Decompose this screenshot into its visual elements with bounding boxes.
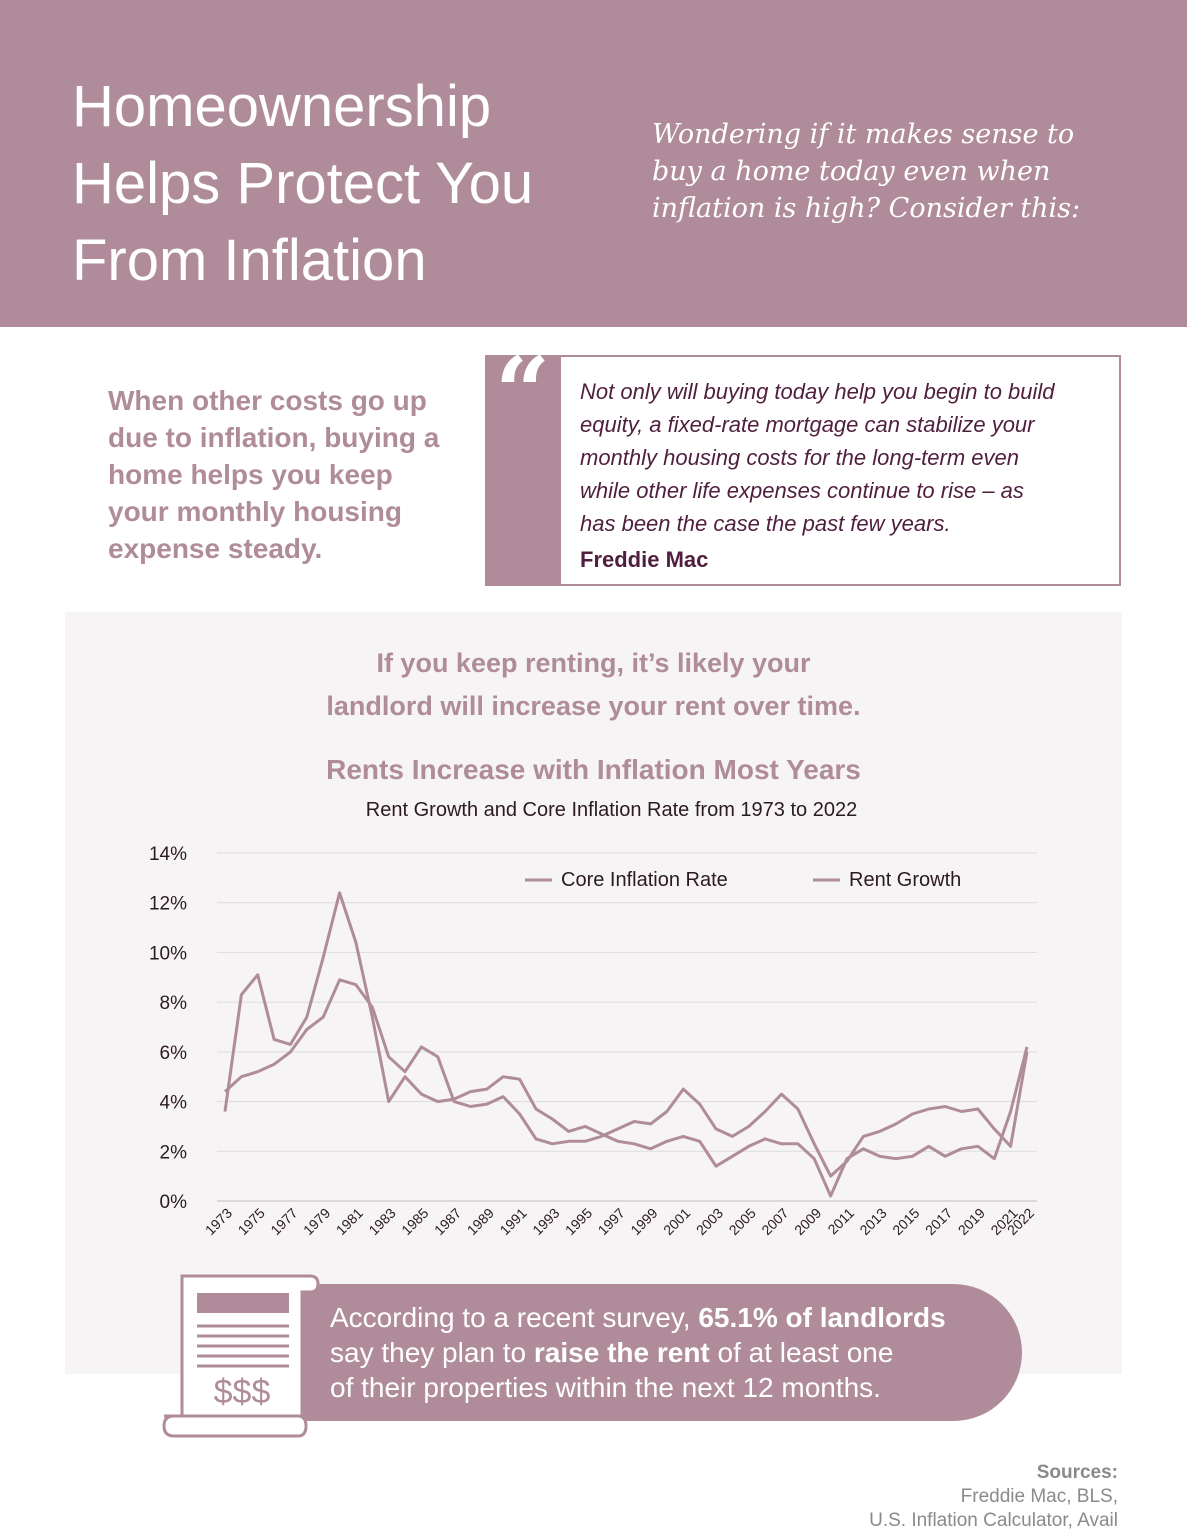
x-tick-label: 2015: [889, 1205, 922, 1238]
x-tick-label: 1999: [627, 1205, 660, 1238]
quote-bar: “: [487, 345, 561, 584]
landlord-survey-callout: According to a recent survey, 65.1% of l…: [300, 1284, 1022, 1421]
x-tick-label: 2009: [791, 1205, 824, 1238]
panel-heading: If you keep renting, it’s likely your la…: [0, 642, 1187, 728]
x-tick-label: 1973: [202, 1205, 235, 1238]
panel-heading-line: If you keep renting, it’s likely your: [376, 648, 811, 678]
x-tick-label: 1991: [496, 1205, 529, 1238]
subtitle-line: buy a home today even when: [652, 156, 1051, 187]
quote-line: monthly housing costs for the long-term …: [580, 445, 1020, 470]
x-tick-label: 1977: [267, 1205, 300, 1238]
y-tick-label: 8%: [160, 993, 188, 1014]
lead-line: due to inflation, buying a: [108, 422, 440, 453]
title-line: From Inflation: [72, 228, 427, 293]
series-line-rent-growth: [223, 978, 1029, 1178]
x-tick-label: 2017: [922, 1205, 955, 1238]
chart-subtitle: Rent Growth and Core Inflation Rate from…: [365, 799, 858, 821]
y-tick-label: 4%: [160, 1093, 188, 1114]
sources-line: U.S. Inflation Calculator, Avail: [869, 1510, 1118, 1531]
y-tick-label: 2%: [160, 1142, 188, 1163]
x-tick-label: 1985: [398, 1205, 431, 1238]
quote-box: “ Not only will buying today help you be…: [485, 345, 1121, 586]
x-tick-label: 2019: [955, 1205, 988, 1238]
x-tick-label: 2011: [824, 1205, 857, 1238]
panel-heading-line: landlord will increase your rent over ti…: [326, 691, 861, 721]
callout-line: of their properties within the next 12 m…: [330, 1372, 881, 1403]
quote-line: has been the case the past few years.: [580, 511, 951, 536]
legend-label: Core Inflation Rate: [561, 869, 728, 891]
subtitle-line: inflation is high? Consider this:: [652, 193, 1081, 224]
callout-line: say they plan to raise the rent of at le…: [330, 1335, 1010, 1370]
x-tick-label: 2003: [693, 1205, 726, 1238]
x-tick-label: 1989: [464, 1205, 497, 1238]
scroll-dollar-label: $$$: [214, 1373, 271, 1411]
x-tick-label: 2001: [660, 1205, 693, 1238]
page-title: Homeownership Helps Protect You From Inf…: [72, 68, 612, 299]
x-tick-label: 2005: [726, 1205, 759, 1238]
chart-title: Rents Increase with Inflation Most Years: [326, 754, 861, 785]
x-tick-label: 1997: [595, 1205, 628, 1238]
lead-line: expense steady.: [108, 533, 323, 564]
callout-line: According to a recent survey, 65.1% of l…: [330, 1300, 1010, 1335]
y-tick-label: 12%: [149, 894, 187, 915]
x-tick-label: 1987: [431, 1205, 464, 1238]
sources-label: Sources:: [1036, 1462, 1118, 1483]
x-tick-label: 1983: [365, 1205, 398, 1238]
lead-line: your monthly housing: [108, 496, 402, 527]
quote-source: Freddie Mac: [580, 547, 709, 572]
x-tick-label: 2007: [758, 1205, 791, 1238]
quote-mark-icon: “: [495, 336, 551, 449]
quote-line: equity, a fixed-rate mortgage can stabil…: [580, 412, 1035, 437]
x-tick-label: 1993: [529, 1205, 562, 1238]
x-tick-label: 1979: [300, 1205, 333, 1238]
subtitle-line: Wondering if it makes sense to: [652, 119, 1075, 150]
sources: Sources: Freddie Mac, BLS, U.S. Inflatio…: [869, 1461, 1118, 1533]
title-line: Helps Protect You: [72, 151, 534, 216]
legend-label: Rent Growth: [849, 869, 961, 891]
callout-highlight: raise the rent: [533, 1337, 710, 1368]
y-tick-label: 6%: [160, 1043, 188, 1064]
lead-line: home helps you keep: [108, 459, 393, 490]
x-tick-label: 1975: [235, 1205, 268, 1238]
callout-text: According to a recent survey, 65.1% of l…: [330, 1300, 1010, 1405]
sources-text: Freddie Mac, BLS,: [960, 1486, 1118, 1507]
x-tick-label: 2013: [856, 1205, 889, 1238]
y-tick-label: 10%: [149, 943, 187, 964]
callout-text-segment: say they plan to: [330, 1337, 534, 1368]
x-tick-label: 1995: [562, 1205, 595, 1238]
callout-text-segment: of at least one: [709, 1337, 894, 1368]
y-tick-label: 0%: [160, 1192, 188, 1213]
rent-bill-scroll-icon: $$$: [162, 1274, 320, 1438]
header-subtitle: Wondering if it makes sense to buy a hom…: [652, 116, 1112, 227]
callout-text-segment: According to a recent survey,: [330, 1302, 699, 1333]
sources-line: Sources: Freddie Mac, BLS,: [869, 1461, 1118, 1509]
series-line-core-inflation: [223, 891, 1029, 1198]
quote-line: Not only will buying today help you begi…: [580, 379, 1055, 404]
lead-line: When other costs go up: [108, 385, 427, 416]
x-tick-label: 1981: [333, 1205, 366, 1238]
line-chart: 0%2%4%6%8%10%12%14%1973 1975 1977 1979 1981 1…: [149, 844, 1037, 1238]
quote-text: Not only will buying today help you begi…: [580, 375, 1100, 540]
callout-highlight: 65.1% of landlords: [698, 1302, 946, 1333]
title-line: Homeownership: [72, 74, 492, 139]
lead-statement: When other costs go up due to inflation,…: [108, 382, 478, 567]
header-banner: Homeownership Helps Protect You From Inf…: [0, 0, 1187, 327]
quote-line: while other life expenses continue to ri…: [580, 478, 1024, 503]
y-tick-label: 14%: [149, 844, 187, 865]
